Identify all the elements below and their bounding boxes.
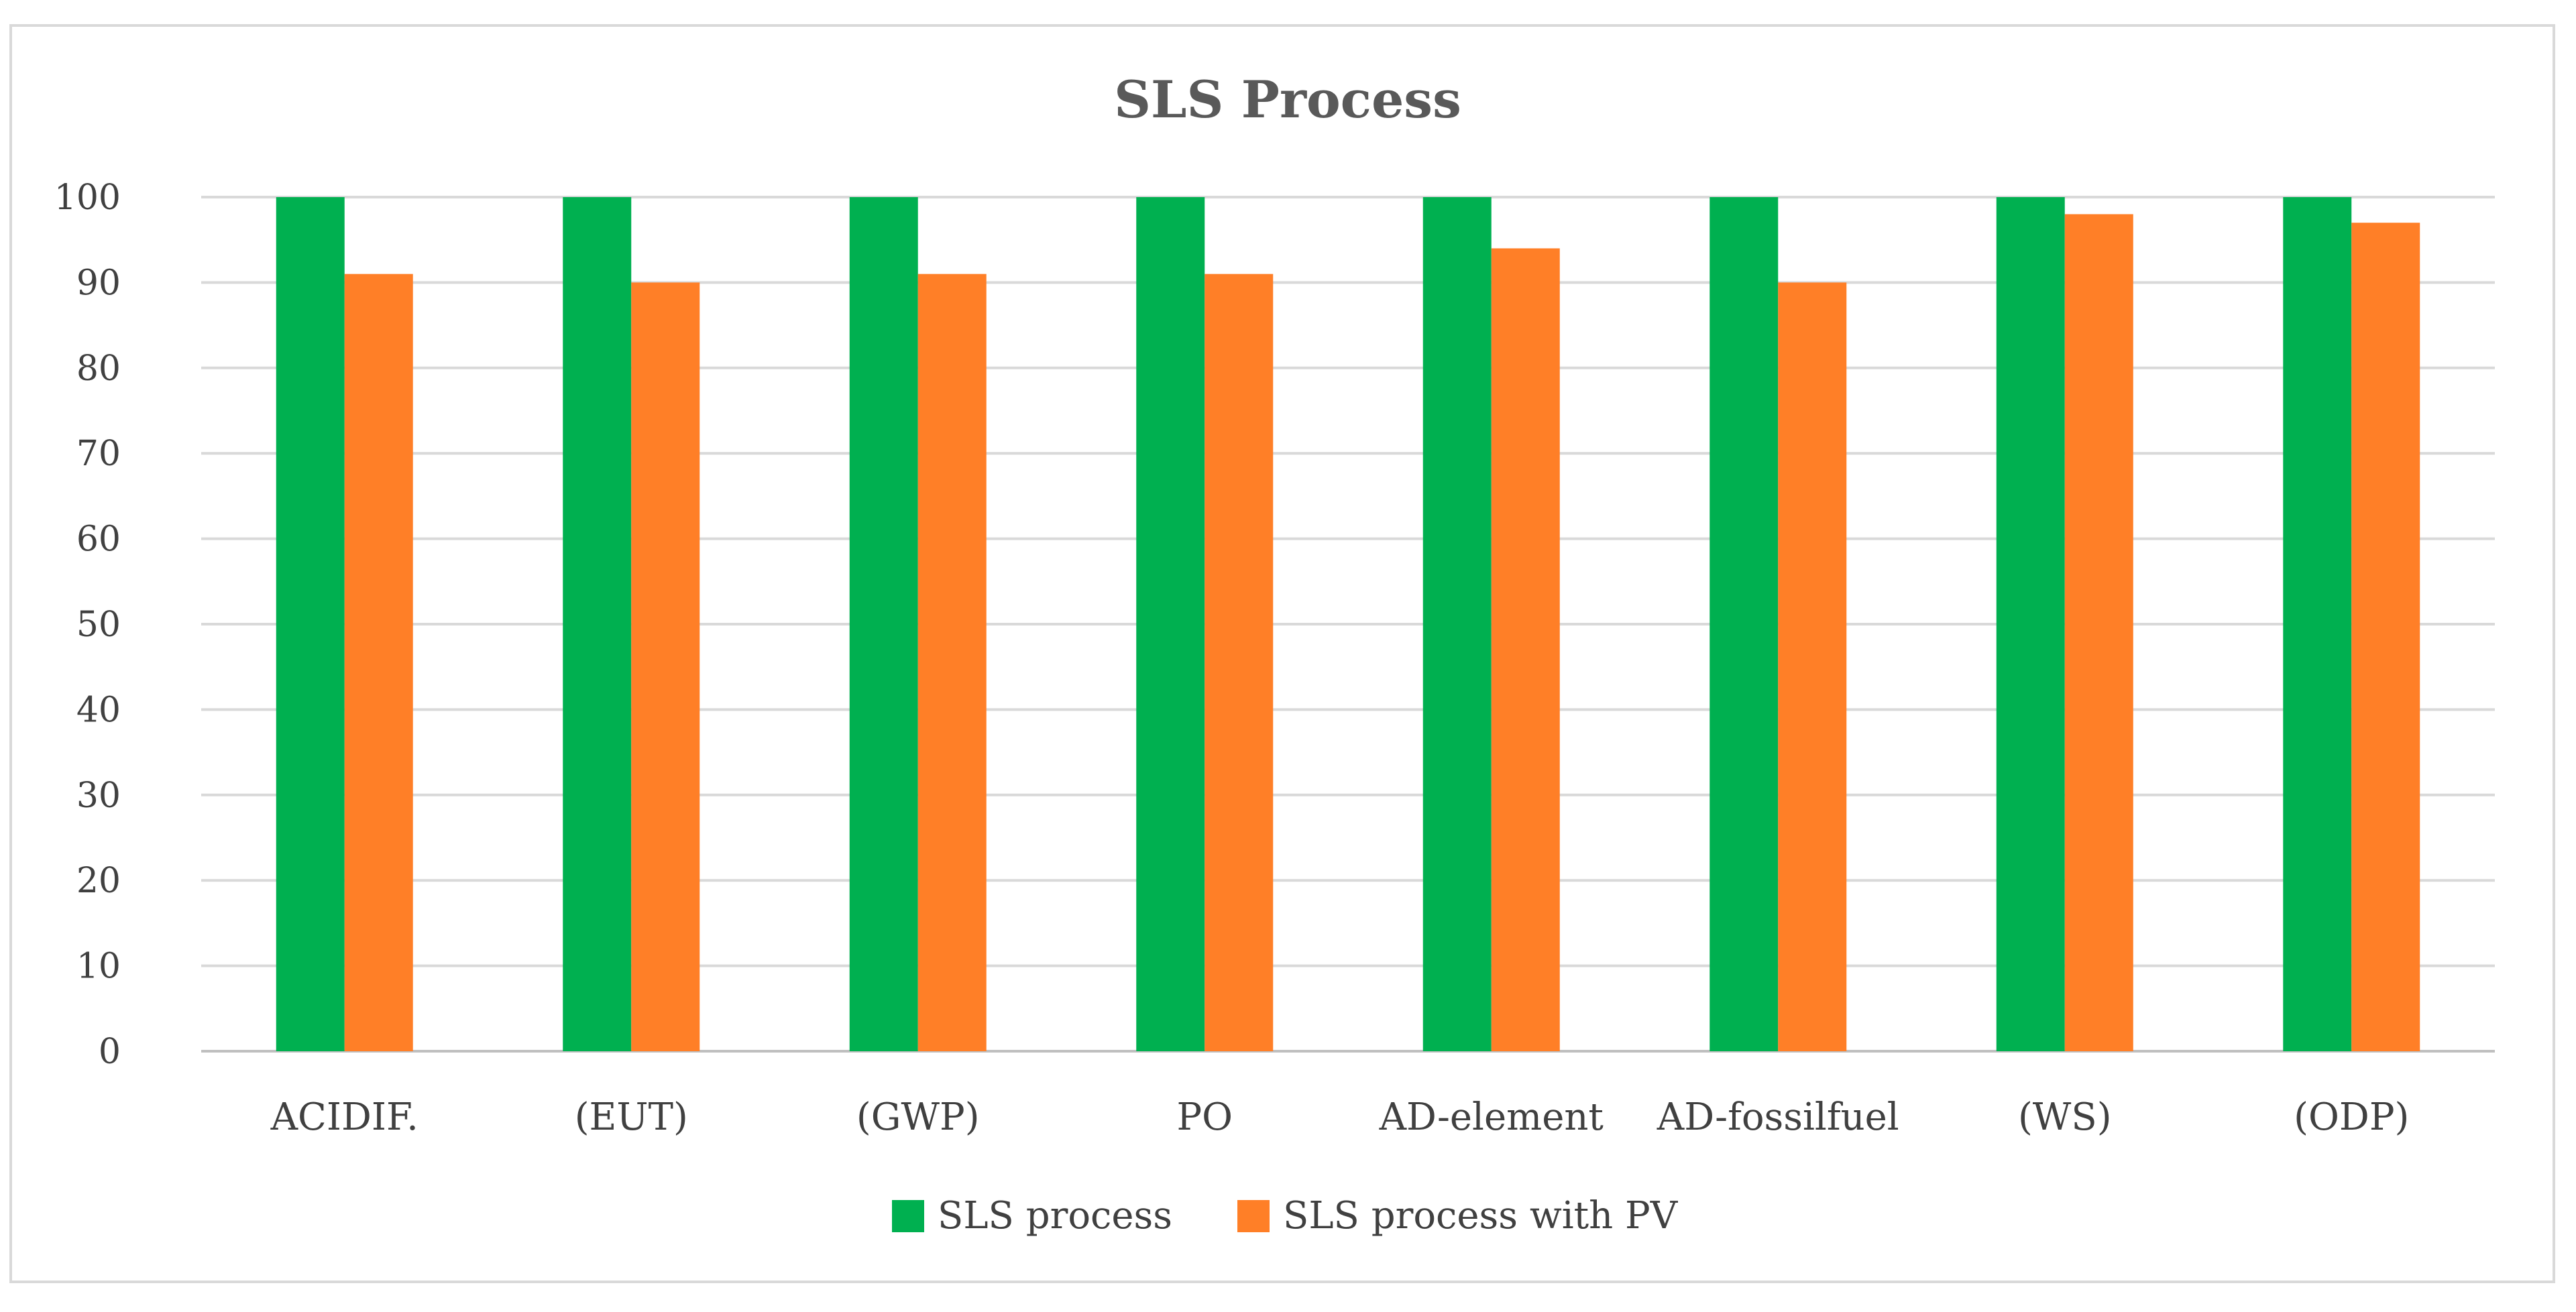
chart-title: SLS Process — [1114, 70, 1461, 129]
x-tick-label: (GWP) — [856, 1095, 980, 1139]
y-tick-label: 10 — [76, 947, 121, 987]
y-axis-ticks: 0 10 20 30 40 50 60 70 80 90 100 — [54, 178, 121, 1072]
bar-sls-process — [1136, 197, 1205, 1051]
y-tick-label: 50 — [76, 605, 121, 645]
y-tick-label: 80 — [76, 349, 121, 389]
y-tick-label: 100 — [54, 178, 121, 218]
gridlines — [201, 196, 2495, 1053]
y-tick-label: 90 — [76, 263, 121, 303]
x-tick-label: (WS) — [2018, 1095, 2112, 1139]
x-tick-label: ACIDIF. — [270, 1095, 418, 1139]
x-tick-label: (ODP) — [2294, 1095, 2409, 1139]
bar-sls-process — [276, 197, 345, 1051]
x-tick-label: PO — [1176, 1095, 1233, 1139]
x-tick-label: AD-fossilfuel — [1657, 1095, 1899, 1139]
bar-sls-process — [849, 197, 918, 1051]
bar-sls-process-with-pv — [917, 274, 987, 1051]
y-tick-label: 30 — [76, 776, 121, 816]
bar-sls-process-with-pv — [2351, 223, 2420, 1052]
legend-swatch — [892, 1200, 924, 1232]
y-tick-label: 20 — [76, 861, 121, 901]
bar-sls-process — [1422, 197, 1492, 1051]
bar-sls-process — [1996, 197, 2065, 1051]
bar-sls-process-with-pv — [1205, 274, 1274, 1051]
y-tick-label: 70 — [76, 434, 121, 474]
bar-sls-process-with-pv — [2064, 214, 2133, 1052]
bar-sls-process — [2283, 197, 2352, 1051]
bar-sls-process — [1710, 197, 1779, 1051]
y-tick-label: 40 — [76, 690, 121, 730]
y-tick-label: 60 — [76, 520, 121, 560]
x-axis-ticks: ACIDIF. (EUT) (GWP) PO AD-element AD-fossilfu… — [270, 1095, 2410, 1139]
bar-sls-process-with-pv — [1491, 248, 1560, 1052]
x-tick-label: AD-element — [1379, 1095, 1604, 1139]
bar-sls-process — [563, 197, 632, 1051]
legend: SLS process SLS process with PV — [892, 1194, 1679, 1238]
bar-sls-process-with-pv — [344, 274, 413, 1051]
legend-swatch — [1237, 1200, 1270, 1232]
bar-sls-process-with-pv — [631, 282, 700, 1051]
legend-label: SLS process — [938, 1194, 1172, 1238]
bar-sls-process-with-pv — [1778, 282, 1847, 1051]
bars — [276, 197, 2420, 1052]
legend-label: SLS process with PV — [1283, 1194, 1679, 1238]
x-tick-label: (EUT) — [575, 1095, 688, 1139]
y-tick-label: 0 — [99, 1032, 121, 1072]
